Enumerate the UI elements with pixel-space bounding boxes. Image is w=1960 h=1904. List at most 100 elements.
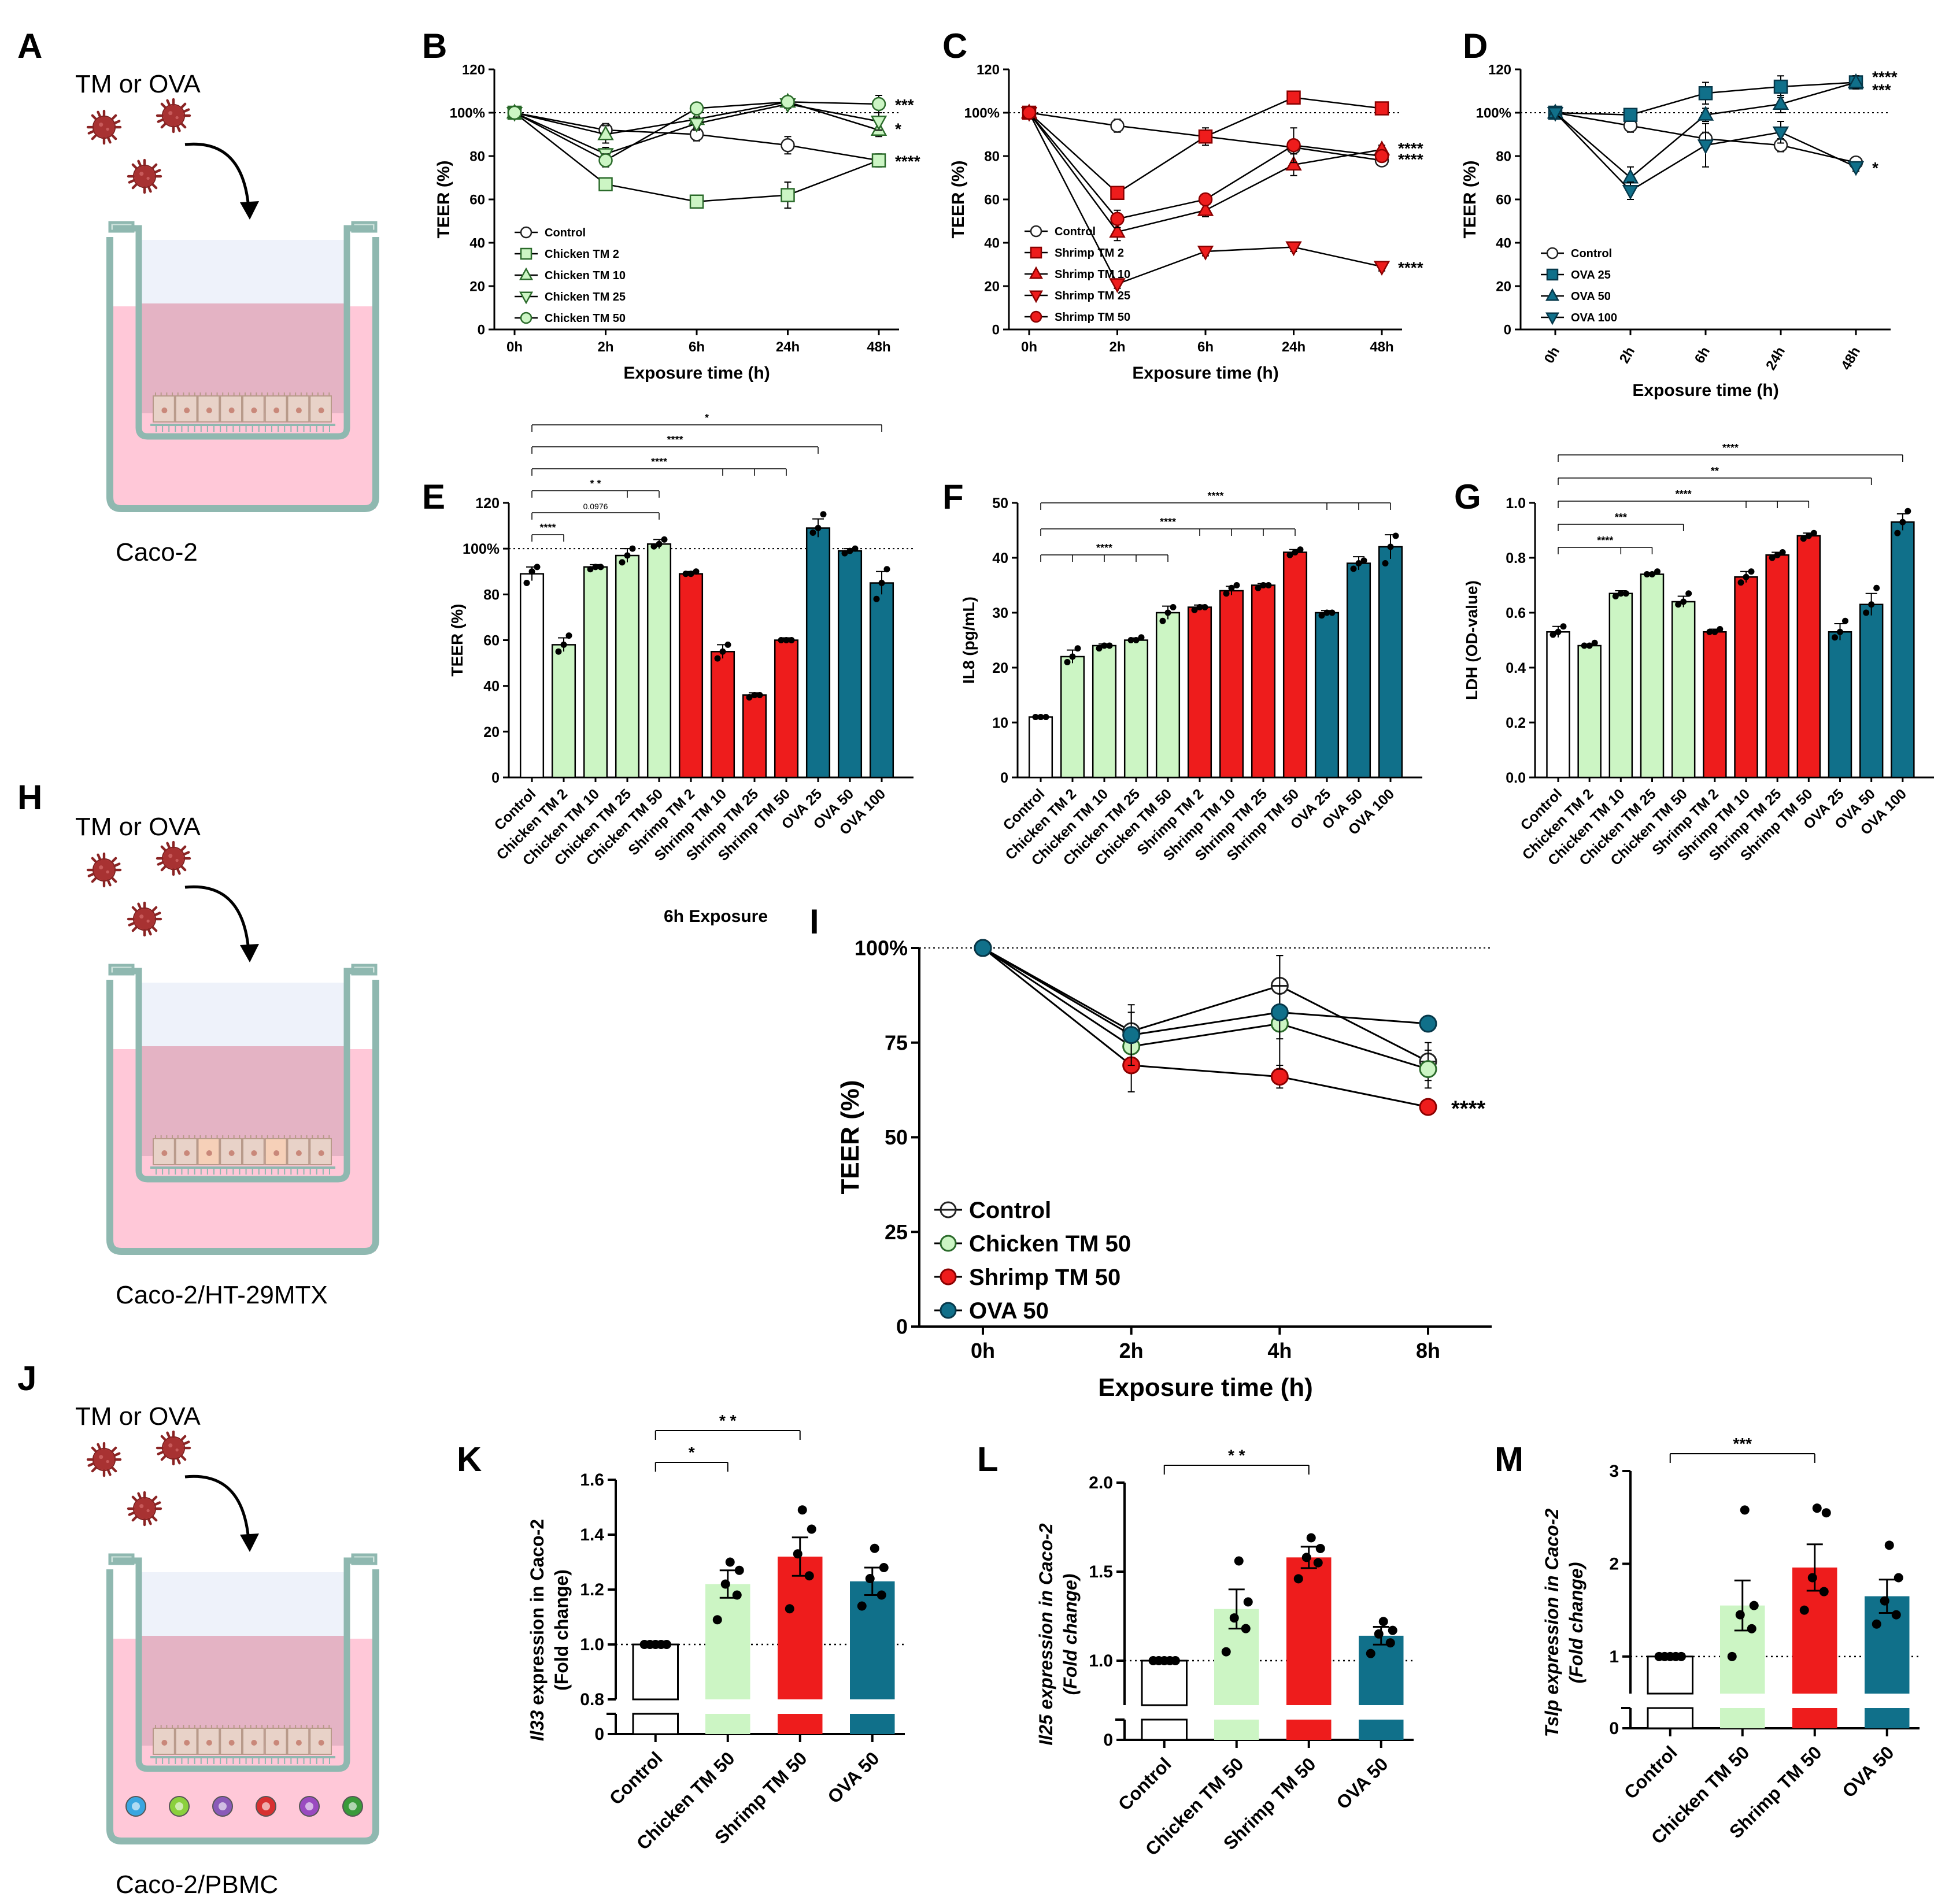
x-tick-label: 0h (1541, 345, 1563, 366)
data-point (598, 177, 613, 191)
bar (1219, 590, 1244, 779)
significance-label: **** (651, 456, 667, 468)
y-tick-label: 40 (984, 235, 1000, 251)
replicate-dot (877, 1590, 886, 1600)
replicate-dot (1774, 551, 1781, 558)
x-tick-label: 48h (1370, 339, 1393, 355)
replicate-dot (1549, 631, 1556, 638)
y-tick-label: 20 (984, 279, 1000, 294)
y-tick-label: 40 (469, 235, 485, 251)
y-tick-label: 80 (984, 149, 1000, 164)
bar-lower (1141, 1718, 1188, 1741)
y-axis-title: Tslp expression in Caco-2 (1541, 1509, 1562, 1738)
legend-entry: Chicken TM 50 (969, 1231, 1131, 1257)
y-tick-label: 1.6 (580, 1470, 604, 1490)
data-point (1030, 246, 1042, 259)
pbmc-nucleus (132, 1802, 140, 1810)
replicate-dot (732, 1590, 742, 1600)
bar-group: OVA 50 (1838, 1540, 1910, 1802)
cell-nucleus (295, 1740, 302, 1746)
virus-particle-icon (157, 1432, 190, 1464)
replicate-dot (619, 559, 626, 566)
data-point (1546, 247, 1559, 260)
pbmc-nucleus (175, 1802, 183, 1810)
legend-entry: Control (969, 1198, 1051, 1223)
y-tick-label: 2.0 (1089, 1473, 1113, 1492)
replicate-dot (1301, 1553, 1311, 1562)
replicate-dot (820, 511, 827, 518)
legend-entry: Shrimp TM 50 (969, 1265, 1120, 1290)
replicate-dot (1891, 1610, 1901, 1620)
epithelial-cell (220, 1138, 242, 1165)
replicate-dot (1711, 628, 1718, 635)
y-tick-label: 0.0 (1506, 770, 1526, 786)
bar (1577, 644, 1602, 779)
legend-entry: Control (545, 227, 586, 239)
replicate-dot (1727, 1651, 1737, 1661)
bar (1765, 554, 1789, 779)
legend-entry: Shrimp TM 2 (1055, 247, 1124, 260)
series-ova-50 (974, 939, 1437, 1070)
data-point (1286, 90, 1301, 105)
replicate-dot (1138, 634, 1145, 641)
replicate-dot (1074, 645, 1081, 652)
replicate-dot (1894, 1573, 1903, 1583)
schematic-caco2: TM or OVA Caco-2 (75, 70, 379, 566)
data-point (1198, 129, 1213, 144)
cell-nucleus (161, 1150, 168, 1156)
data-point (1270, 1003, 1289, 1021)
data-point (1622, 184, 1639, 200)
data-point (1545, 312, 1560, 325)
legend: Control Shrimp TM 2 Shrimp TM 10 Shrimp TM … (1025, 225, 1130, 324)
cell-nucleus (184, 1740, 190, 1746)
replicate-dot (1064, 659, 1071, 665)
replicate-dot (734, 1565, 744, 1575)
schematic-treatment-label: TM or OVA (75, 70, 201, 98)
replicate-dot (1622, 590, 1629, 597)
y-tick-label: 2 (1609, 1554, 1619, 1573)
replicate-dot (555, 648, 562, 655)
cell-nucleus (251, 1150, 257, 1156)
virus-particle-icon (88, 854, 120, 886)
replicate-dot (661, 536, 668, 543)
series-chicken-tm-50 (507, 95, 886, 168)
bar (1703, 631, 1727, 779)
y-tick-label: 0 (478, 322, 485, 338)
replicate-dot (1234, 1556, 1244, 1566)
x-tick-label: 4h (1267, 1339, 1292, 1362)
data-point (520, 247, 532, 260)
series-line (982, 947, 1429, 1070)
replicate-dot (629, 545, 636, 552)
replicate-dot (1382, 560, 1389, 566)
data-point (689, 194, 704, 209)
bar (1640, 573, 1665, 779)
replicate-dot (682, 571, 689, 577)
replicate-dot (857, 1601, 867, 1611)
bar (1891, 521, 1915, 779)
schematic-treatment-label: TM or OVA (75, 813, 201, 841)
panel-letter-G: G (1454, 477, 1481, 516)
cell-nucleus (273, 1740, 280, 1746)
data-point (940, 1268, 957, 1286)
bar (1251, 584, 1276, 779)
y-axis-title: Il33 expression in Caco-2 (527, 1519, 548, 1741)
bar-lower (705, 1714, 750, 1734)
replicate-dot (788, 637, 795, 643)
legend-entry: Chicken TM 25 (545, 291, 626, 303)
apical-medium-top (139, 240, 347, 303)
gene-name: Il33 (527, 1710, 548, 1742)
arrow-icon (184, 1475, 250, 1541)
data-point (1109, 278, 1126, 294)
replicate-dot (1323, 609, 1330, 616)
apical-medium-top (139, 983, 347, 1046)
y-tick-label: 0 (594, 1725, 604, 1744)
y-tick-label: 50 (885, 1125, 908, 1149)
epithelial-cell (242, 395, 265, 423)
significance-label: * * (1228, 1446, 1245, 1464)
replicate-dot (793, 1549, 803, 1559)
significance-label: **** (1676, 488, 1692, 500)
data-point (1546, 268, 1559, 281)
replicate-dot (1581, 642, 1588, 649)
replicate-dot (1807, 1573, 1817, 1583)
